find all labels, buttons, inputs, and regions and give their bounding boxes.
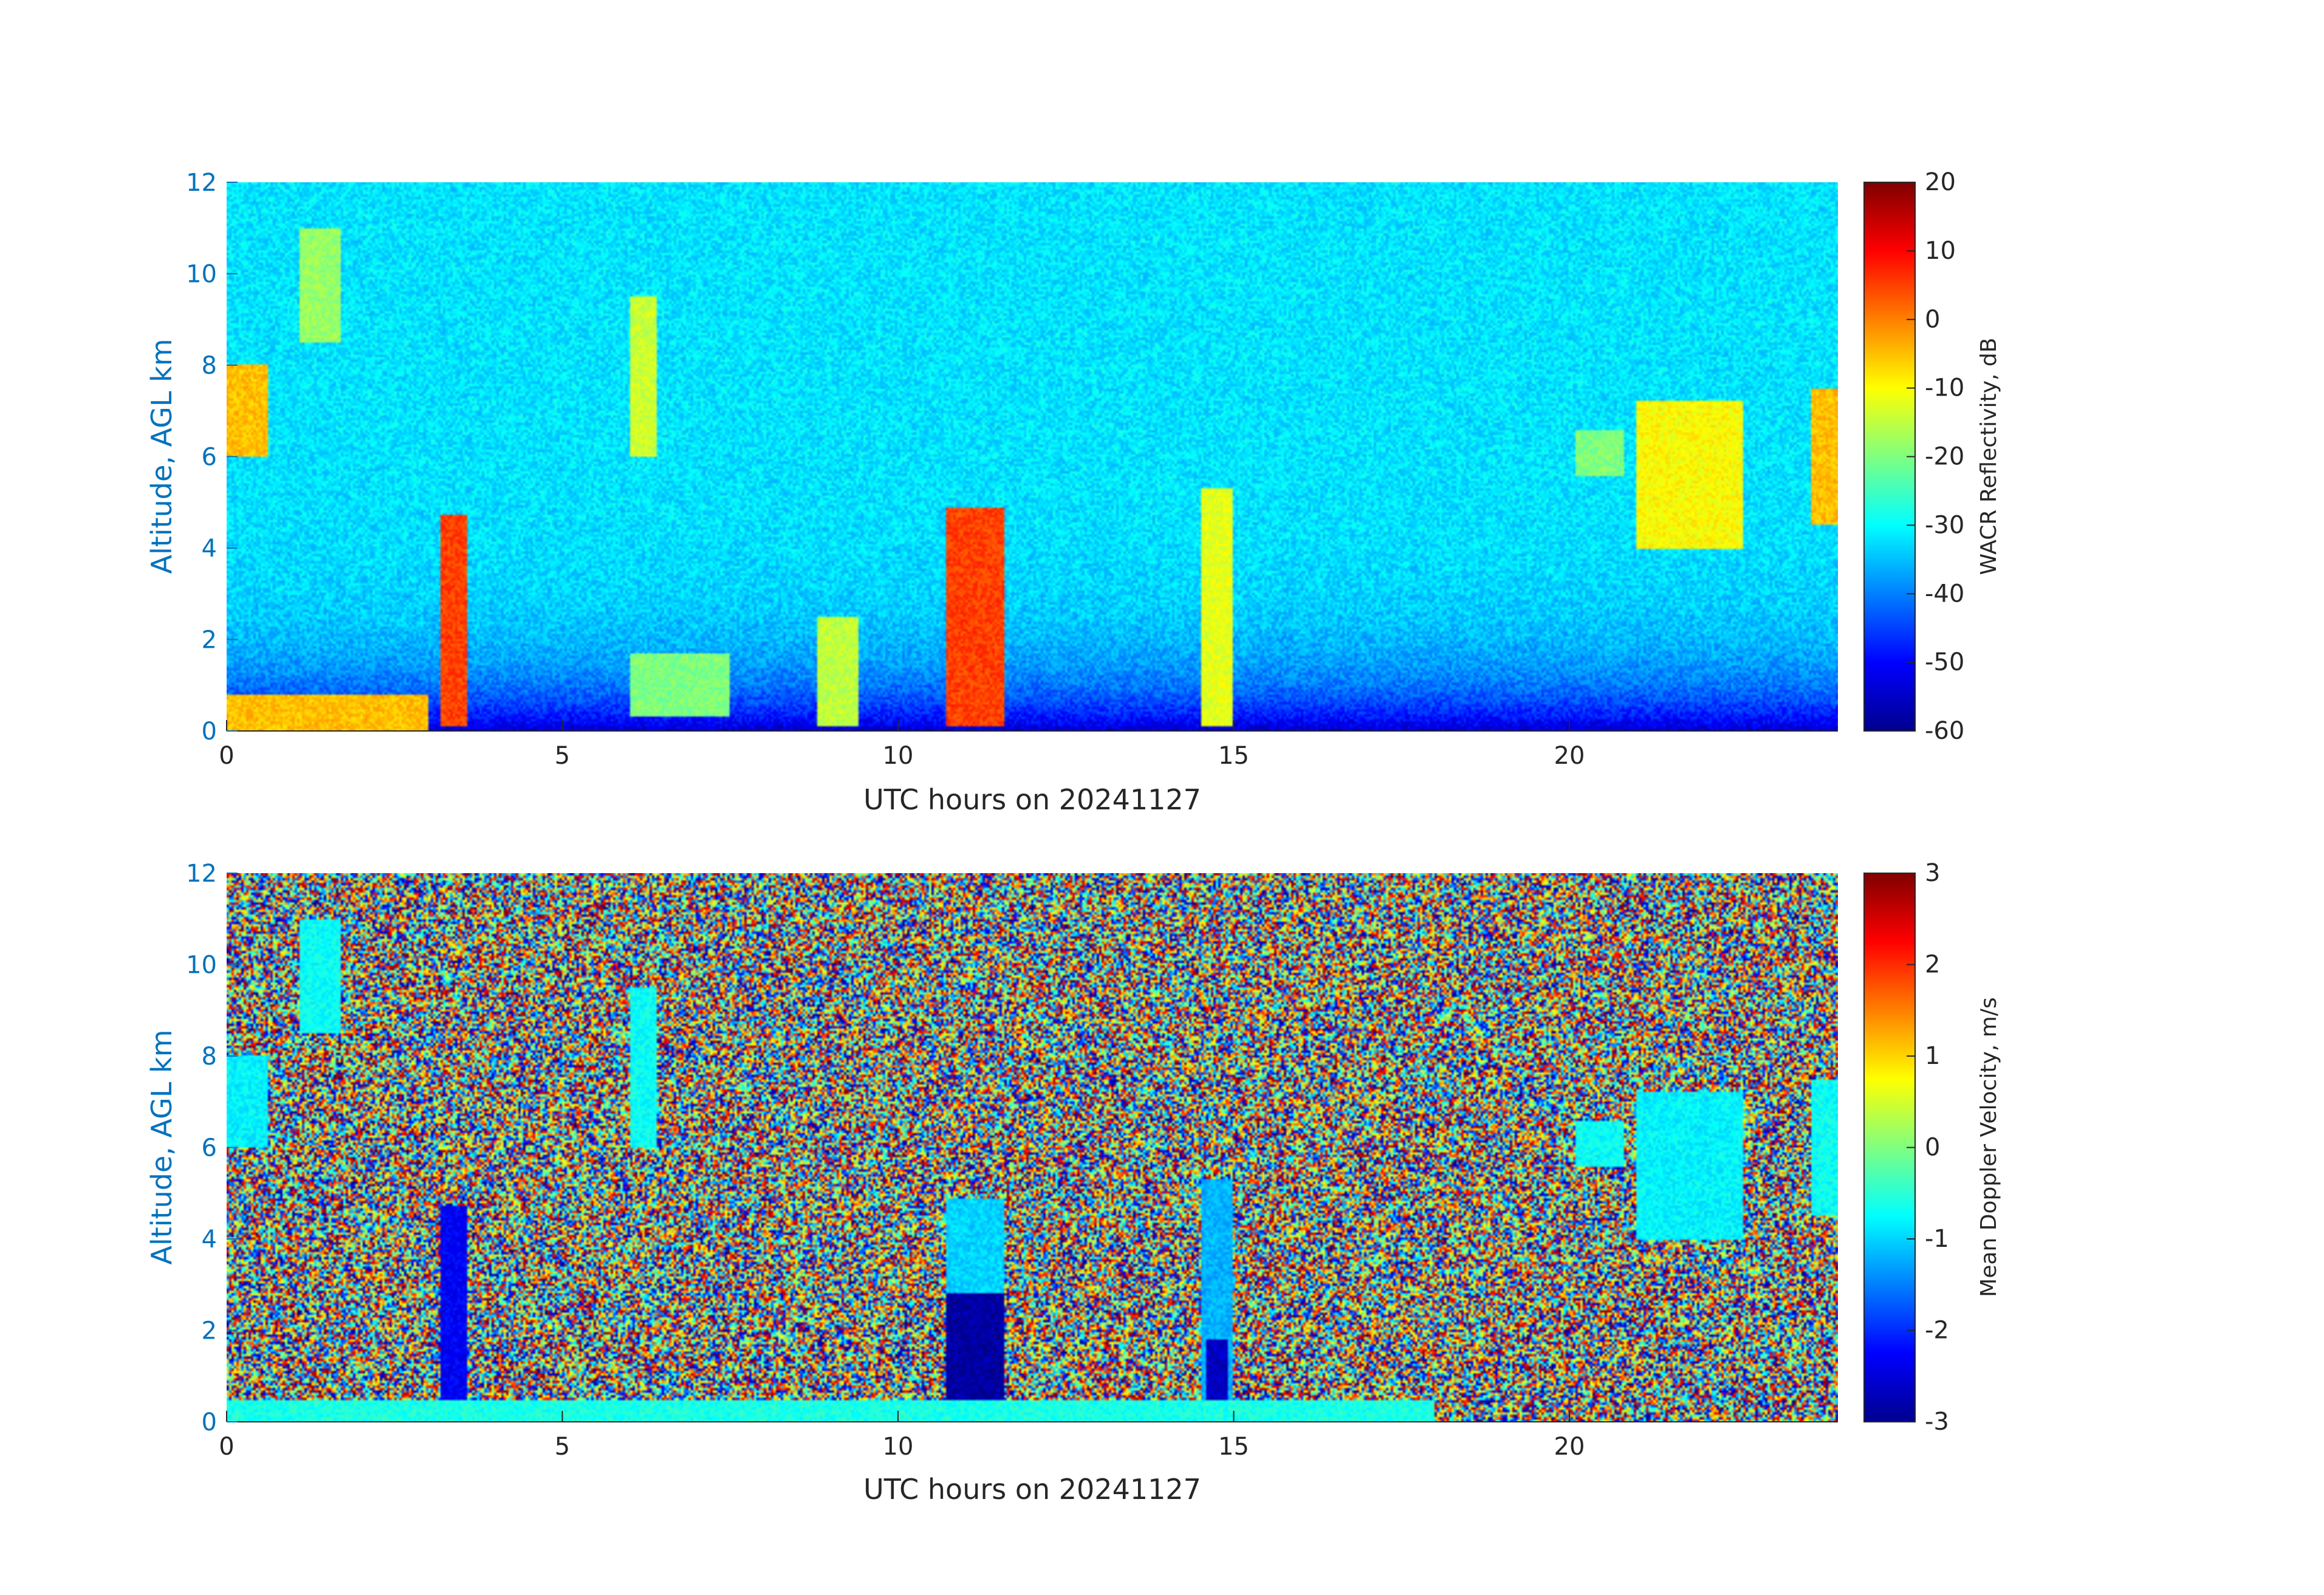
velocity-colorbar-label: Mean Doppler Velocity, m/s (1976, 997, 2001, 1297)
velocity-y-axis-label: Altitude, AGL km (145, 1029, 178, 1264)
x-tick-label: 10 (883, 742, 914, 770)
colorbar-tick-label: -20 (1925, 443, 1964, 471)
colorbar-tick-label: 2 (1925, 951, 1940, 979)
colorbar-tick-label: 0 (1925, 1134, 1940, 1162)
colorbar-tick-label: 20 (1925, 168, 1956, 196)
colorbar-tick-label: -60 (1925, 717, 1964, 745)
y-tick-label: 2 (202, 1317, 217, 1345)
colorbar-tick-label: -40 (1925, 580, 1964, 608)
velocity-heatmap (227, 873, 1838, 1422)
y-tick-label: 6 (202, 1134, 217, 1162)
velocity-panel: 0 5 10 15 20024681012 UTC hours on 20241127 … (145, 859, 2001, 1506)
y-tick-label: 0 (202, 718, 217, 746)
x-tick-label: 15 (1218, 1433, 1249, 1461)
y-tick-label: 2 (202, 626, 217, 654)
x-tick-label: 10 (883, 1433, 914, 1461)
reflectivity-x-axis-label: UTC hours on 20241127 (863, 783, 1201, 816)
colorbar-tick-label: -50 (1925, 648, 1964, 676)
colorbar-tick-label: 1 (1925, 1042, 1940, 1070)
x-tick-label: 5 (555, 1433, 570, 1461)
colorbar-tick-label: 10 (1925, 237, 1956, 265)
colorbar-tick-label: 3 (1925, 859, 1940, 887)
reflectivity-colorbar-label: WACR Reflectivity, dB (1976, 338, 2001, 575)
colorbar-tick-label: -1 (1925, 1225, 1949, 1253)
y-tick-label: 4 (202, 535, 217, 563)
velocity-x-axis-label: UTC hours on 20241127 (863, 1473, 1201, 1506)
reflectivity-panel: 0 5 10 15 20024681012 UTC hours on 20241127 … (145, 168, 2001, 816)
reflectivity-y-axis-label: Altitude, AGL km (145, 338, 178, 574)
y-tick-label: 10 (186, 261, 217, 289)
colorbar-tick-label: -3 (1925, 1408, 1949, 1436)
colorbar-tick-label: -10 (1925, 374, 1964, 402)
colorbar-tick-label: -2 (1925, 1317, 1949, 1345)
y-tick-label: 4 (202, 1226, 217, 1254)
y-tick-label: 12 (186, 169, 217, 197)
x-tick-label: 20 (1554, 742, 1585, 770)
x-tick-label: 5 (555, 742, 570, 770)
y-tick-label: 10 (186, 952, 217, 979)
y-tick-label: 8 (202, 1043, 217, 1071)
y-tick-label: 12 (186, 860, 217, 888)
x-tick-label: 0 (219, 1433, 234, 1461)
x-tick-label: 20 (1554, 1433, 1585, 1461)
x-tick-label: 0 (219, 742, 234, 770)
y-tick-label: 8 (202, 352, 217, 380)
y-tick-label: 0 (202, 1408, 217, 1436)
x-tick-label: 15 (1218, 742, 1249, 770)
colorbar-tick-label: -30 (1925, 511, 1964, 539)
y-tick-label: 6 (202, 444, 217, 472)
colorbar-tick-label: 0 (1925, 306, 1940, 334)
reflectivity-heatmap (227, 182, 1838, 731)
